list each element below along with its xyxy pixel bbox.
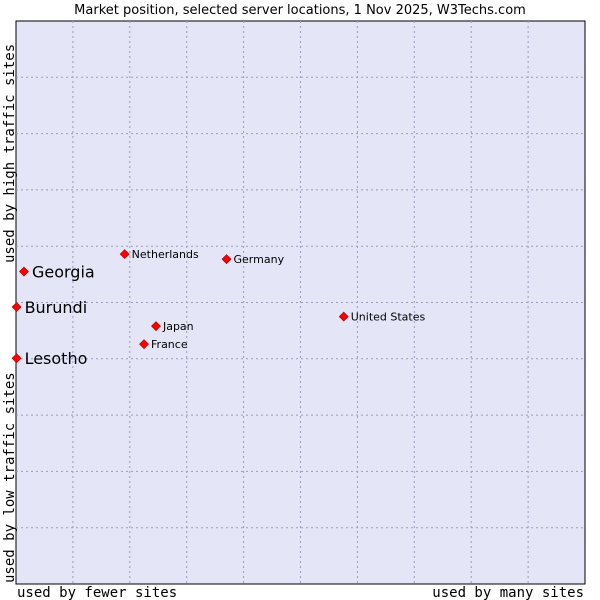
data-point-lesotho: Lesotho	[11, 349, 88, 368]
point-marker	[139, 339, 149, 350]
grid-lines	[16, 21, 585, 584]
point-marker	[151, 321, 161, 332]
data-point-germany: Germany	[221, 253, 285, 266]
data-point-georgia: Georgia	[19, 263, 95, 282]
point-label: France	[151, 338, 188, 351]
point-label: Lesotho	[25, 349, 88, 368]
point-marker	[11, 302, 22, 312]
point-label: Japan	[162, 320, 194, 333]
data-point-france: France	[139, 338, 188, 351]
point-marker	[11, 353, 22, 364]
data-point-japan: Japan	[151, 320, 194, 333]
data-point-united-states: United States	[338, 311, 426, 324]
point-marker	[119, 249, 130, 260]
point-label: United States	[351, 311, 426, 324]
x-axis-label-right: used by many sites	[432, 585, 584, 600]
data-points: Georgia Burundi Lesotho Netherlands Germany U…	[11, 248, 426, 368]
y-axis-label-top: used by high traffic sites	[2, 44, 18, 263]
data-point-netherlands: Netherlands	[119, 248, 199, 261]
point-label: Germany	[234, 253, 285, 266]
point-label: Burundi	[25, 298, 88, 317]
chart-title: Market position, selected server locatio…	[74, 3, 526, 18]
point-label: Georgia	[32, 263, 95, 282]
point-label: Netherlands	[132, 248, 199, 261]
point-marker	[19, 266, 29, 277]
point-marker	[221, 254, 232, 265]
data-point-burundi: Burundi	[11, 298, 88, 317]
x-axis-label-left: used by fewer sites	[17, 585, 177, 600]
point-marker	[338, 311, 349, 322]
y-axis-label-bottom: used by low traffic sites	[2, 372, 18, 583]
